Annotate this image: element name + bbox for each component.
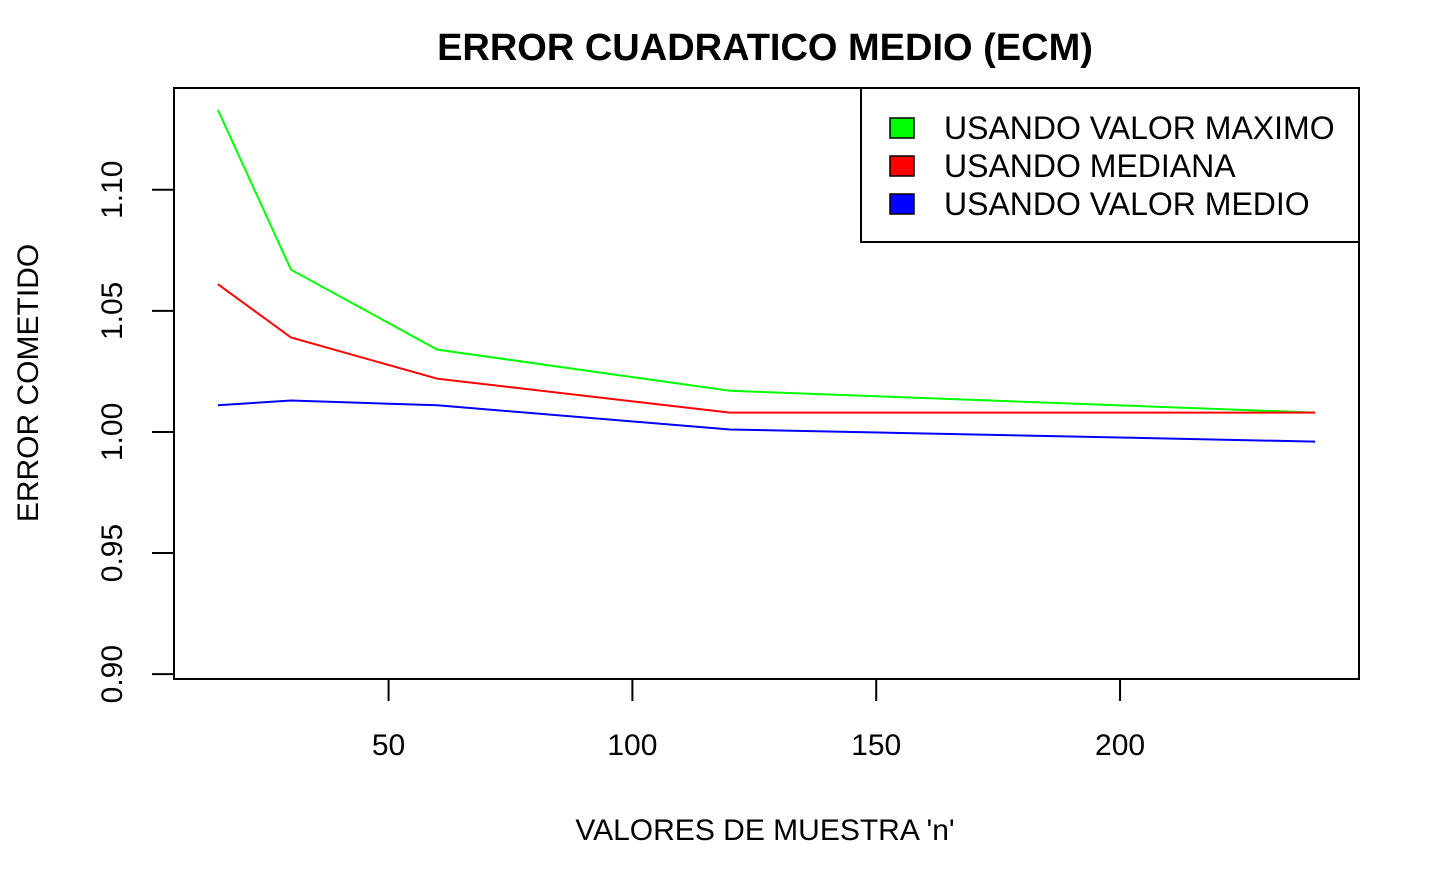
x-tick-label: 50 [372,729,405,762]
legend-swatch-2 [889,193,915,215]
plot-area: 50 100 150 200 0.90 0.95 1.00 1.05 1.10 USANDO VA… [96,87,1360,762]
x-tick-label: 150 [851,729,901,762]
series-line-2 [217,399,1316,443]
x-tick-label: 100 [607,729,657,762]
y-tick-label: 1.00 [96,403,129,461]
series-line-1 [217,283,1316,414]
legend-label-1: USANDO MEDIANA [944,148,1236,184]
legend-box [860,87,1360,243]
x-axis-label: VALORES DE MUESTRA 'n' [575,814,954,847]
y-axis-label: ERROR COMETIDO [12,244,45,522]
y-tick-label: 0.90 [96,645,129,703]
series-line-0 [216,109,1316,414]
y-tick-label: 1.10 [96,161,129,219]
legend-swatch-1 [889,155,915,177]
legend-swatch-0 [889,117,915,139]
y-tick-label: 0.95 [96,524,129,582]
y-tick-label: 1.05 [96,282,129,340]
x-tick-label: 200 [1095,729,1145,762]
legend-label-2: USANDO VALOR MEDIO [944,186,1310,222]
chart-title: ERROR CUADRATICO MEDIO (ECM) [437,27,1093,69]
legend-label-0: USANDO VALOR MAXIMO [944,110,1335,146]
